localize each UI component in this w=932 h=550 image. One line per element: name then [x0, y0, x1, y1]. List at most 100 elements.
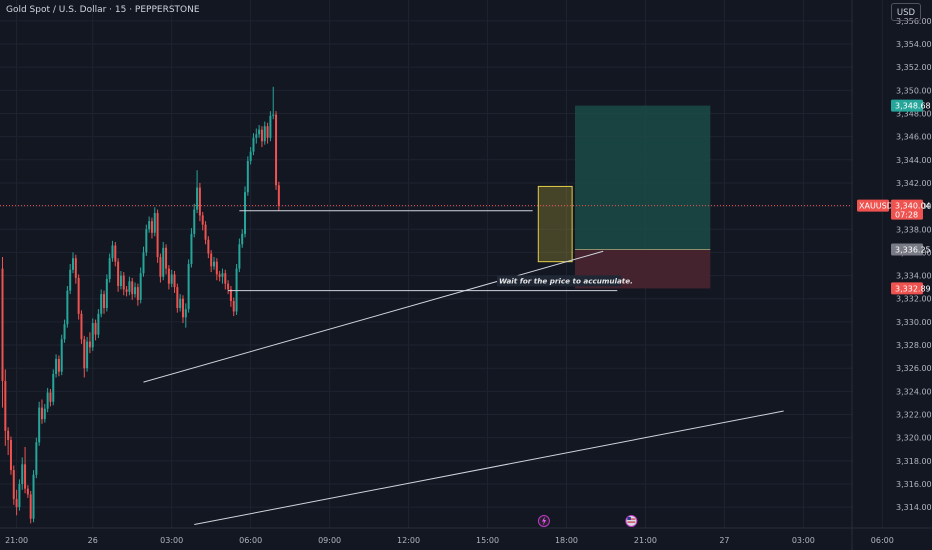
candle-body [77, 277, 80, 314]
candle-body [122, 275, 125, 290]
candlestick-series [1, 86, 280, 524]
candle-body [232, 301, 235, 312]
annotation-callout[interactable]: Wait for the price to accumulate. [497, 275, 633, 287]
time-tick-label: 21:00 [634, 536, 657, 545]
price-tick-label: 3,350.00 [896, 86, 932, 95]
candle-body [198, 187, 201, 216]
candle-body [18, 484, 21, 508]
target-price-tag-text: 3,348.68 [895, 102, 931, 111]
take-profit-zone[interactable] [574, 105, 711, 250]
candle-body [139, 273, 142, 300]
price-tick-label: 3,324.00 [896, 387, 932, 396]
candle-body [55, 358, 58, 374]
candle-body [229, 289, 232, 302]
price-tick-label: 3,334.00 [896, 272, 932, 281]
candle-body [277, 185, 280, 206]
candle-body [207, 239, 210, 254]
price-tick-label: 3,356.00 [896, 17, 932, 26]
annotation-text: Wait for the price to accumulate. [499, 276, 633, 285]
time-tick-label: 03:00 [792, 536, 815, 545]
candle-body [272, 114, 275, 116]
price-tick-label: 3,352.00 [896, 63, 932, 72]
candle-body [15, 499, 18, 508]
candle-body [83, 339, 86, 369]
candle-body [162, 247, 165, 277]
trend-line[interactable] [194, 410, 784, 526]
candle-body [29, 494, 32, 519]
price-tick-label: 3,338.00 [896, 225, 932, 234]
candle-body [255, 134, 258, 138]
flag-stripe [627, 521, 636, 523]
candle-body [1, 268, 4, 381]
entry-price-tag: 3,336.25 [891, 243, 931, 256]
price-tick-label: 3,322.00 [896, 411, 932, 420]
time-tick-label: 26 [88, 536, 98, 545]
candle-body [201, 215, 204, 225]
candle-body [215, 261, 218, 275]
countdown-text: 07:28 [895, 211, 918, 220]
candle-body [159, 257, 162, 277]
candle-body [88, 341, 91, 348]
candle-body [108, 258, 111, 280]
time-tick-label: 15:00 [476, 536, 499, 545]
candle-body [111, 245, 114, 259]
flag-canton [627, 517, 631, 520]
price-tick-label: 3,316.00 [896, 480, 932, 489]
candle-body [4, 380, 7, 431]
price-tick-label: 3,344.00 [896, 156, 932, 165]
candle-body [181, 298, 184, 318]
symbol-title[interactable]: Gold Spot / U.S. Dollar · 15 · PEPPERSTO… [6, 5, 200, 15]
candle-body [49, 392, 52, 402]
candle-body [66, 290, 69, 325]
flash-event-icon[interactable] [537, 515, 550, 527]
candle-body [38, 407, 41, 443]
candle-body [204, 224, 207, 240]
candle-body [246, 160, 249, 193]
price-tick-label: 3,342.00 [896, 179, 932, 188]
candle-body [150, 221, 153, 233]
flag-stripe [627, 518, 636, 520]
time-axis[interactable]: 21:00 26 03:00 06:00 09:00 12:00 15:00 18:00 21:… [0, 527, 932, 545]
candle-body [269, 115, 272, 138]
candle-body [69, 269, 72, 291]
candle-body [57, 358, 60, 372]
accumulation-box[interactable] [537, 185, 573, 263]
candle-body [227, 283, 230, 290]
candle-body [148, 221, 151, 230]
stop-price-tag-background [891, 282, 923, 295]
candle-body [74, 258, 77, 278]
price-tick-label: 3,332.00 [896, 295, 932, 304]
candle-body [238, 244, 241, 269]
currency-button[interactable]: USD [891, 3, 921, 21]
price-tick-label: 3,318.00 [896, 457, 932, 466]
candle-body [218, 274, 221, 277]
candle-body [114, 245, 117, 262]
candle-body [80, 313, 83, 340]
price-axis[interactable]: 3,314.00 3,316.00 3,318.00 3,320.00 3,322.00… [851, 0, 932, 550]
candle-body [187, 264, 190, 310]
candle-body [26, 488, 29, 495]
stop-price-tag-text: 3,332.89 [895, 284, 931, 293]
time-tick-label: 12:00 [397, 536, 420, 545]
us-flag-event-icon[interactable] [625, 515, 638, 527]
candle-body [9, 440, 12, 471]
candle-body [170, 274, 173, 284]
candle-body [43, 408, 46, 420]
annotation-background [497, 275, 621, 287]
symbol-tag: XAUUSD [857, 199, 893, 212]
candle-body [142, 252, 145, 274]
time-tick-label: 27 [719, 536, 729, 545]
lightning-bolt-shape [541, 516, 547, 526]
entry-price-tag-background [891, 243, 923, 256]
candle-body [213, 261, 215, 267]
candle-body [128, 281, 131, 292]
price-tick-label: 3,346.00 [896, 133, 932, 142]
trend-line[interactable] [143, 250, 604, 383]
price-tick-label: 3,354.00 [896, 40, 932, 49]
overlay-layer[interactable]: Wait for the price to accumulate. [0, 205, 852, 527]
candle-body [12, 470, 15, 500]
